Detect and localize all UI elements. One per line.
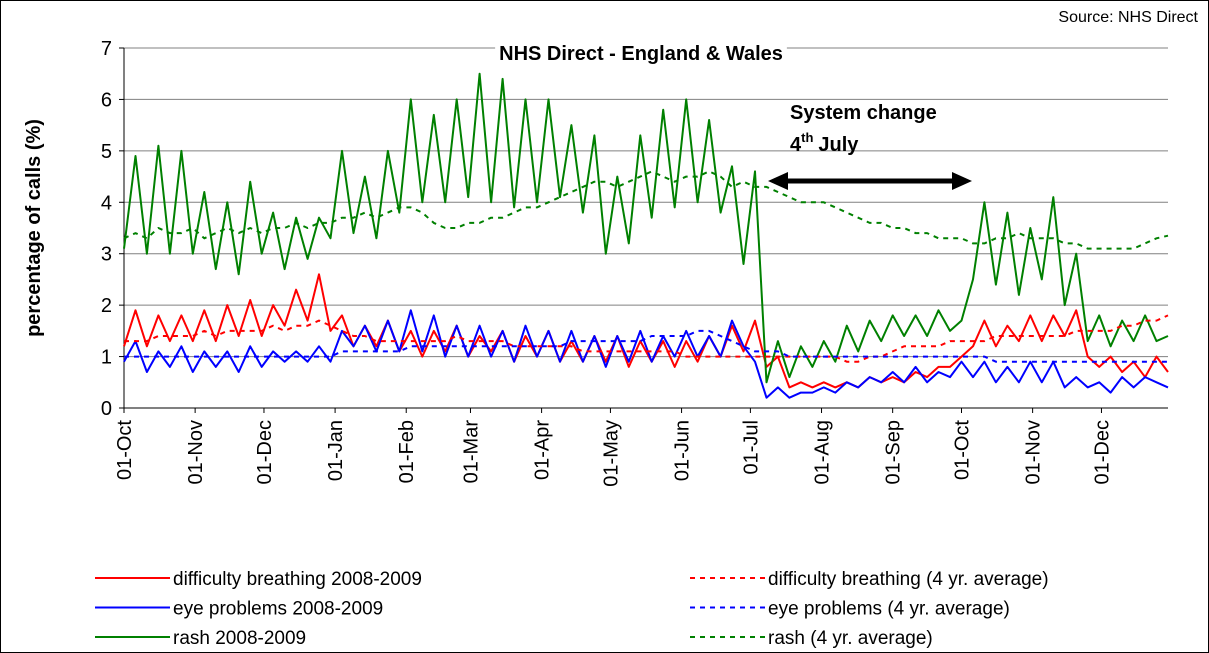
arrow xyxy=(768,172,972,190)
x-tick-label: 01-Jun xyxy=(672,420,694,481)
y-tick-label: 3 xyxy=(101,244,112,266)
series-line xyxy=(123,170,1169,250)
annotation: 4th July xyxy=(790,130,859,156)
x-tick-label: 01-Jul xyxy=(740,420,762,474)
x-tick-label: 01-May xyxy=(600,420,622,487)
series-line xyxy=(124,314,1169,363)
y-tick-label: 5 xyxy=(101,141,112,163)
x-tick-label: 01-Dec xyxy=(1091,420,1113,484)
legend-label: eye problems (4 yr. average) xyxy=(768,599,1010,620)
legend-label: eye problems 2008-2009 xyxy=(173,599,383,620)
x-tick-label: 01-Oct xyxy=(951,420,973,480)
x-tick-label: 01-Dec xyxy=(254,420,276,484)
series-line xyxy=(123,273,1169,389)
x-tick-label: 01-Mar xyxy=(460,420,482,484)
y-tick-label: 1 xyxy=(101,347,112,369)
legend-label: difficulty breathing (4 yr. average) xyxy=(768,569,1049,590)
plot: 0 1 2 3 4 5 6 7 01-Oct 01-Nov 01-Dec 01-Jan 01-Feb 01… xyxy=(101,38,1169,487)
y-tick-label: 7 xyxy=(101,38,112,60)
y-tick-label: 4 xyxy=(101,192,112,214)
x-tick-label: 01-Oct xyxy=(114,420,136,480)
x-tick-label: 01-Nov xyxy=(185,420,207,484)
title-background xyxy=(495,43,787,65)
annotation-suffix: th xyxy=(801,130,813,145)
legend-label: difficulty breathing 2008-2009 xyxy=(173,569,422,590)
source: Source: NHS Direct xyxy=(1058,9,1198,26)
annotation-month: July xyxy=(818,134,859,156)
chart-title: NHS Direct - England & Wales xyxy=(499,43,783,65)
legend-label: rash 2008-2009 xyxy=(173,628,306,649)
annotation-day: 4 xyxy=(790,134,802,156)
annotation: System change xyxy=(790,102,937,124)
x-tick-label: 01-Sep xyxy=(883,420,905,485)
x-tick-label: 01-Nov xyxy=(1023,420,1045,484)
x-tick-label: 01-Feb xyxy=(396,420,418,483)
y-tick-label: 2 xyxy=(101,295,112,317)
legend-label: rash (4 yr. average) xyxy=(768,628,933,649)
series-line xyxy=(123,309,1169,399)
x-tick-label: 01-Apr xyxy=(532,420,554,480)
y-tick-label: 0 xyxy=(101,398,112,420)
x-tick-label: 01-Aug xyxy=(812,420,834,485)
series-line xyxy=(124,329,1168,363)
y-tick-label: 6 xyxy=(101,89,112,111)
y-axis-label: percentage of calls (%) xyxy=(23,119,45,337)
x-tick-label: 01-Jan xyxy=(325,420,347,481)
